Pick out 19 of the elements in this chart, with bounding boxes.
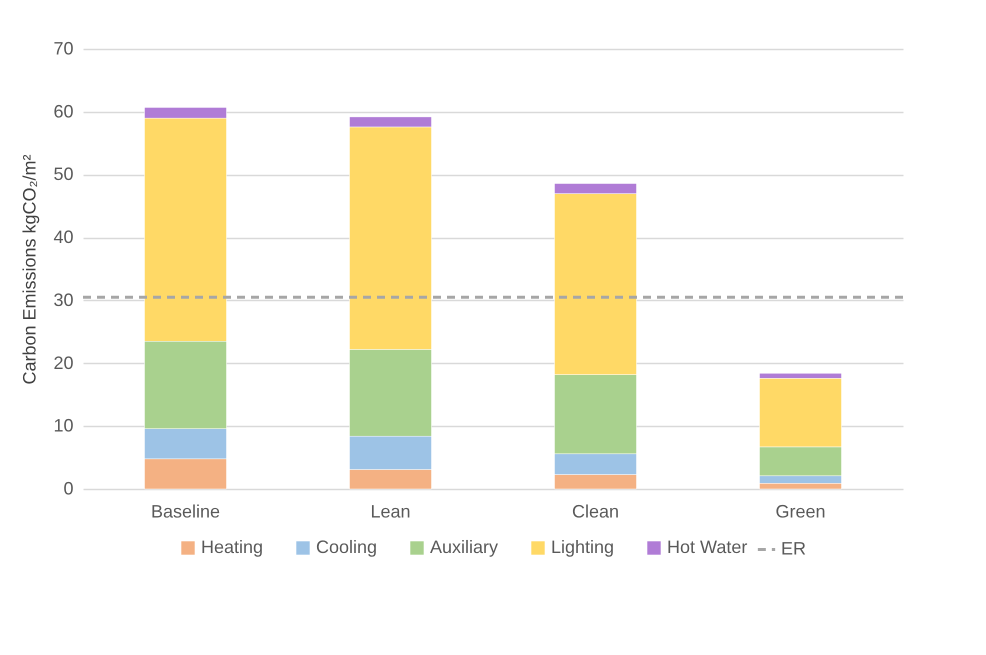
- x-tick-label: Lean: [370, 502, 411, 522]
- legend-label: Heating: [201, 537, 264, 557]
- y-tick-label: 40: [53, 227, 74, 248]
- y-tick-label: 20: [53, 352, 74, 373]
- legend-label: Cooling: [316, 537, 378, 557]
- x-tick-label: Green: [775, 502, 826, 522]
- legend-label: Hot Water: [667, 537, 748, 557]
- y-tick-label: 30: [53, 290, 74, 310]
- legend-label: Auxiliary: [430, 537, 498, 557]
- x-tick-label: Clean: [572, 502, 620, 522]
- x-tick-label: Baseline: [150, 502, 220, 522]
- y-tick-label: 70: [53, 38, 74, 58]
- y-tick-label: 60: [53, 101, 74, 122]
- y-tick-label: 10: [53, 416, 74, 436]
- y-tick-label: 50: [53, 164, 74, 184]
- legend-label: Lighting: [551, 537, 614, 557]
- y-tick-label: 0: [63, 478, 74, 498]
- legend-label: ER: [781, 538, 806, 558]
- y-axis-title: Carbon Emissions kgCO₂/m²: [19, 154, 40, 385]
